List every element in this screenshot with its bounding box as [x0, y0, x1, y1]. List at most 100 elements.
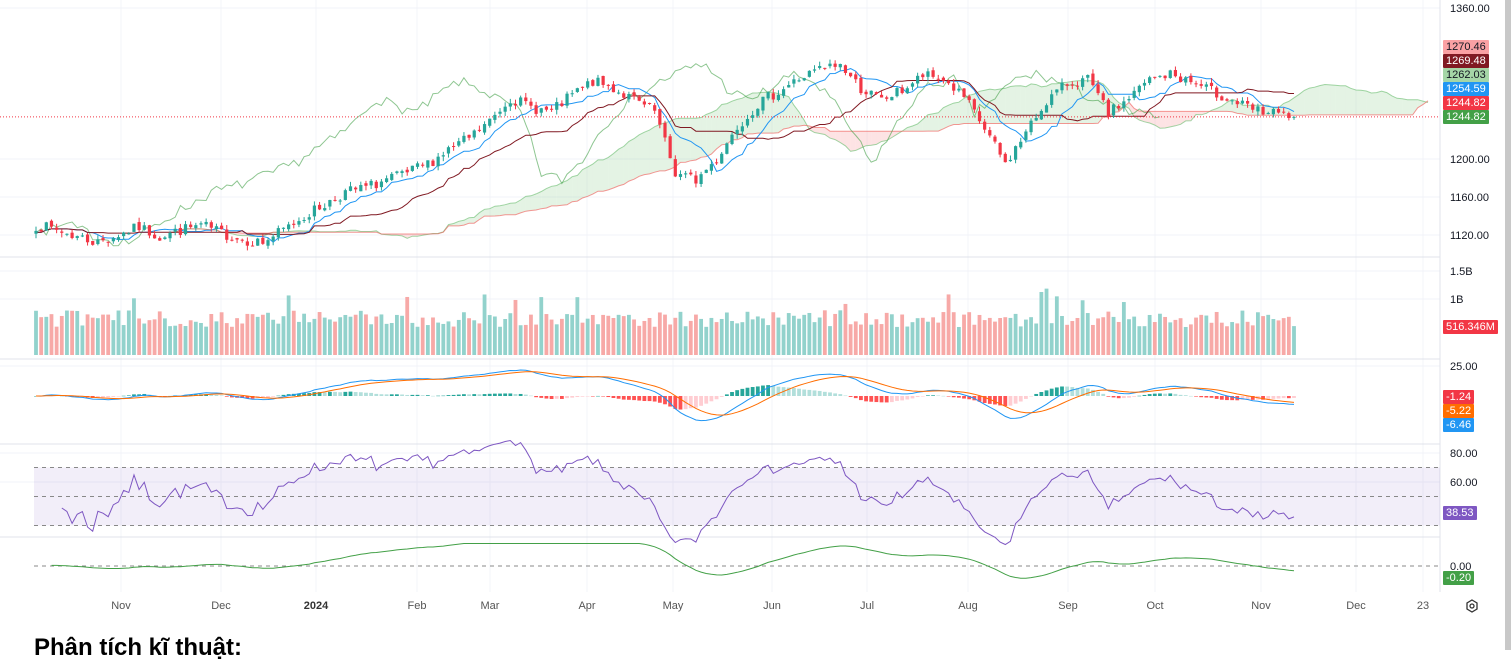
volume-bar	[931, 317, 935, 355]
volume-bar	[39, 317, 43, 355]
macd-histogram-bar	[508, 393, 512, 396]
ichimoku-cloud-segment	[546, 186, 551, 208]
macd-histogram-bar	[1143, 395, 1147, 396]
volume-bar	[359, 311, 363, 355]
macd-histogram-bar	[1106, 396, 1110, 397]
volume-bar	[689, 321, 693, 355]
price-pane[interactable]	[0, 60, 1440, 251]
macd-histogram-bar	[498, 394, 502, 396]
candle-body	[1096, 84, 1099, 93]
candle-body	[194, 225, 197, 228]
macd-histogram-bar	[323, 392, 327, 396]
macd-histogram-bar	[1122, 396, 1126, 398]
volume-bar	[900, 315, 904, 355]
volume-bar	[952, 312, 956, 355]
volume-bar	[204, 327, 208, 355]
volume-bar	[993, 322, 997, 355]
ichimoku-cloud-segment	[928, 114, 933, 131]
volume-bar	[498, 327, 502, 355]
candle-body	[813, 69, 816, 70]
macd-histogram-bar	[483, 394, 487, 396]
macd-histogram-bar	[220, 395, 224, 396]
macd-histogram-bar	[359, 392, 363, 396]
volume-bar	[1045, 289, 1049, 355]
macd-histogram-bar	[400, 395, 404, 396]
candle-body	[426, 160, 429, 167]
gear-icon[interactable]	[1465, 599, 1479, 613]
ichimoku-cloud-segment	[526, 196, 531, 211]
volume-bar	[1292, 326, 1296, 355]
candle-body	[968, 96, 971, 100]
volume-bar	[1235, 323, 1239, 355]
candle-body	[50, 221, 53, 227]
macd-histogram-bar	[1137, 396, 1141, 397]
candle-body	[370, 181, 373, 185]
macd-histogram-bar	[127, 395, 131, 396]
candle-body	[658, 109, 661, 125]
candle-body	[679, 174, 682, 177]
candle-body	[978, 111, 981, 121]
macd-histogram-bar	[606, 396, 610, 397]
candle-body	[328, 200, 331, 207]
candle-body	[349, 186, 352, 191]
macd-histogram-bar	[952, 396, 956, 397]
macd-histogram-bar	[467, 394, 471, 396]
ichimoku-cloud-segment	[949, 103, 954, 126]
candle-body	[1282, 112, 1285, 113]
candle-body	[143, 225, 146, 229]
macd-histogram-bar	[725, 394, 729, 396]
volume-bar	[694, 315, 698, 355]
ichimoku-cloud-segment	[1392, 96, 1397, 115]
candle-body	[1091, 74, 1094, 86]
volume-bar	[1132, 317, 1136, 355]
volume-bar	[142, 324, 146, 355]
candle-body	[890, 97, 893, 100]
rsi-pane[interactable]	[34, 441, 1440, 545]
candle-body	[1184, 77, 1187, 82]
candle-body	[421, 165, 424, 166]
volume-bar	[529, 315, 533, 355]
volume-bar	[426, 325, 430, 355]
volume-bar	[148, 320, 152, 355]
macd-histogram-bar	[132, 394, 136, 396]
oscillator-pane[interactable]	[34, 544, 1440, 579]
volume-bar	[209, 314, 213, 355]
volume-bar	[1153, 322, 1157, 355]
candle-body	[86, 234, 89, 242]
candle-body	[823, 68, 826, 69]
macd-pane[interactable]	[34, 370, 1296, 421]
macd-histogram-bar	[1101, 394, 1105, 396]
macd-histogram-bar	[550, 396, 554, 399]
ichimoku-cloud-segment	[624, 141, 629, 184]
volume-bar	[230, 327, 234, 355]
candle-body	[1205, 84, 1208, 86]
ichimoku-cloud-segment	[1335, 85, 1340, 115]
candle-body	[1153, 77, 1156, 78]
ichimoku-cloud-segment	[1407, 100, 1412, 115]
macd-histogram-bar	[514, 394, 518, 396]
volume-tick: 1.5B	[1450, 266, 1473, 278]
volume-bar	[96, 318, 100, 355]
candle-body	[205, 222, 208, 224]
macd-histogram-bar	[947, 396, 951, 397]
macd-histogram-bar	[225, 396, 229, 397]
volume-bar	[1148, 315, 1152, 355]
scrollbar[interactable]	[1505, 0, 1511, 650]
candle-body	[983, 122, 986, 130]
macd-histogram-bar	[823, 392, 827, 396]
volume-bar	[117, 311, 121, 355]
volume-bar	[431, 317, 435, 355]
candle-body	[81, 236, 84, 237]
candle-body	[132, 224, 135, 232]
candle-body	[225, 230, 228, 240]
volume-bar	[1199, 315, 1203, 355]
macd-histogram-bar	[405, 395, 409, 396]
volume-bar	[462, 312, 466, 355]
volume-bar	[1168, 322, 1172, 355]
ichimoku-cloud-segment	[706, 112, 711, 156]
macd-histogram-bar	[122, 396, 126, 397]
time-label: Dec	[211, 600, 231, 612]
volume-bar	[1019, 326, 1023, 355]
